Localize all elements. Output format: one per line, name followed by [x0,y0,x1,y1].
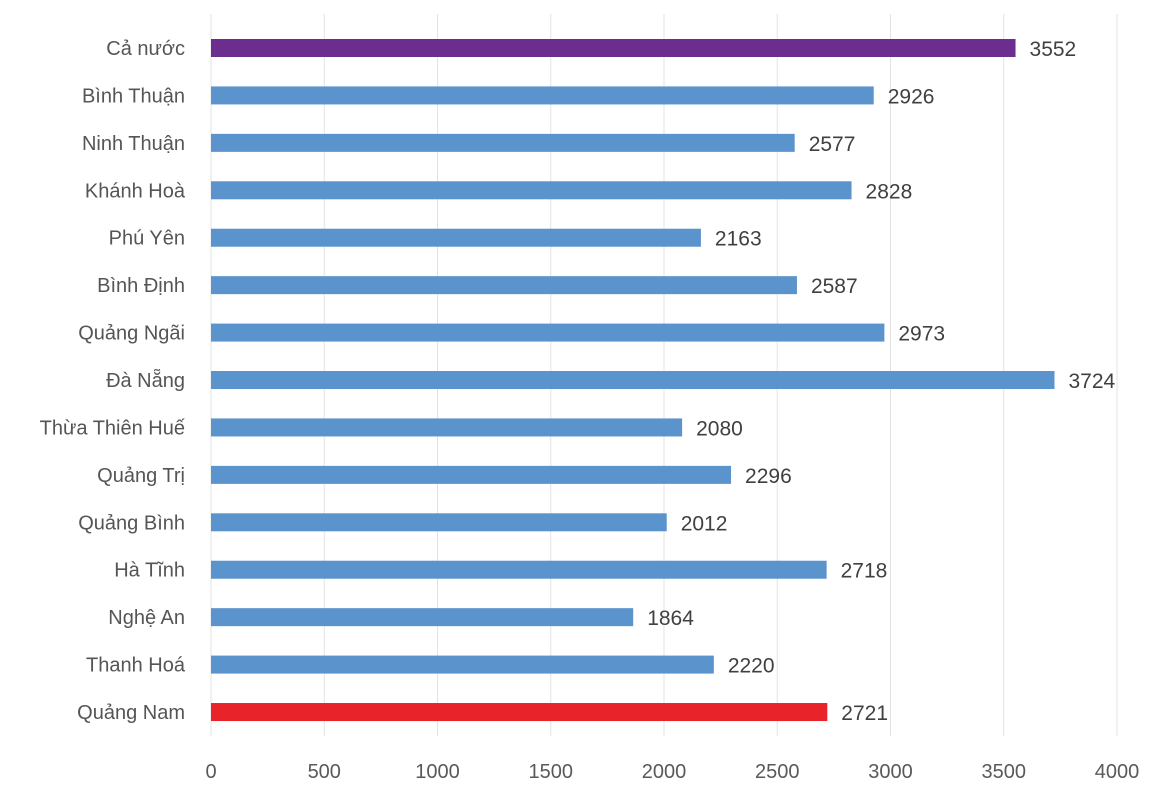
bar [211,181,852,200]
x-tick-label: 4000 [1095,761,1140,783]
x-tick-label: 0 [205,761,216,783]
bar [211,418,683,437]
data-label: 2296 [745,465,792,488]
bar [211,133,795,152]
bar [211,560,827,579]
data-label: 2220 [728,655,775,678]
data-label: 1864 [647,607,694,630]
data-label: 2718 [841,560,888,583]
category-label: Bình Thuận [82,85,185,107]
x-tick-label: 1000 [415,761,460,783]
bar [211,228,701,247]
category-label: Khánh Hoà [85,180,186,202]
data-label: 2828 [866,180,913,203]
category-label: Thừa Thiên Huế [40,417,185,439]
category-label: Phú Yên [109,228,185,250]
category-label: Hà Tĩnh [114,560,185,582]
data-label: 2587 [811,275,858,298]
bar [211,323,885,342]
data-label: 3552 [1030,38,1077,61]
x-axis-ticks: 0 500 1000 1500 2000 2500 3000 3500 4000 [205,761,1139,783]
x-tick-label: 1500 [529,761,574,783]
bar [211,371,1055,390]
category-label: Bình Định [97,275,185,297]
x-tick-label: 2500 [755,761,800,783]
x-tick-label: 2000 [642,761,687,783]
data-label: 2926 [888,85,935,108]
x-tick-label: 500 [308,761,341,783]
category-label: Quảng Trị [97,465,185,487]
bar [211,703,828,722]
bar [211,513,667,532]
data-label: 2973 [898,323,945,346]
bars: Cả nước 3552 Bình Thuận 2926 Ninh Thuận 2577 K… [40,38,1116,725]
category-label: Cả nước [106,38,185,60]
category-label: Quảng Bình [78,512,185,534]
data-label: 2012 [681,512,728,535]
category-label: Thanh Hoá [86,655,186,677]
x-tick-label: 3500 [982,761,1027,783]
category-label: Đà Nẵng [106,369,185,392]
category-label: Nghệ An [108,607,185,629]
category-label: Quảng Nam [77,702,185,724]
bar [211,276,797,295]
data-label: 2721 [841,702,888,725]
bar [211,655,714,674]
data-label: 2163 [715,228,762,251]
data-label: 2577 [809,133,856,156]
data-label: 3724 [1068,370,1115,393]
bar [211,608,634,627]
bar [211,86,874,105]
category-label: Quảng Ngãi [78,323,185,345]
x-tick-label: 3000 [868,761,913,783]
data-label: 2080 [696,417,743,440]
category-label: Ninh Thuận [82,133,185,155]
bar [211,39,1016,57]
bar [211,465,732,484]
